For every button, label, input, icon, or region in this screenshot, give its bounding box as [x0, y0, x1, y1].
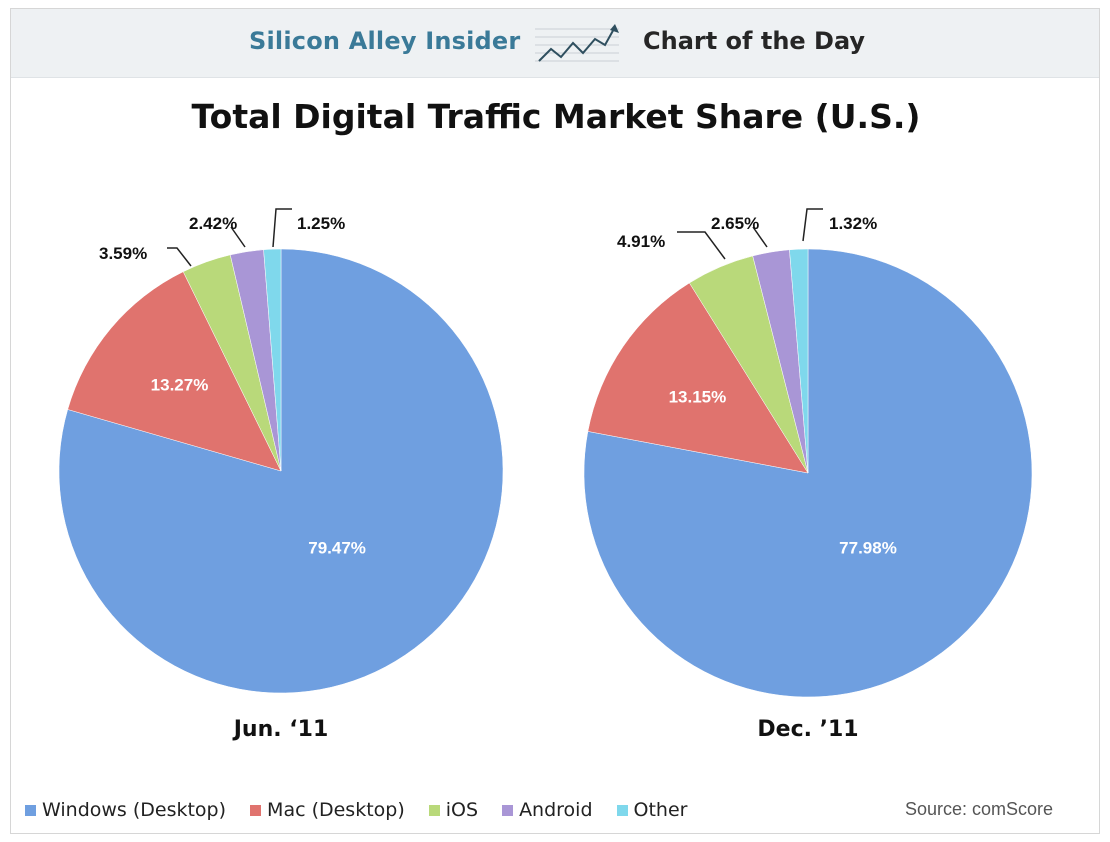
pie-1-slice-other — [789, 248, 809, 474]
legend-label: iOS — [445, 799, 479, 821]
pie-0-data-label-windows: 79.47% — [308, 539, 366, 558]
legend-swatch — [428, 804, 440, 816]
pie-0-slice-mac — [67, 271, 282, 472]
pie-1-data-label-windows: 77.98% — [839, 538, 897, 557]
pie-0-slice-other — [263, 248, 282, 472]
legend-item: iOS — [428, 799, 479, 821]
legend-item: Windows (Desktop) — [25, 799, 226, 821]
brand-name: Silicon Alley Insider — [249, 27, 521, 55]
trend-arrow-icon — [535, 24, 619, 62]
legend-swatch — [25, 804, 36, 816]
pie-0-leader-ios — [167, 247, 192, 267]
legend: Windows (Desktop) Mac (Desktop) iOS Android… — [25, 796, 711, 824]
pie-1-leader-android — [752, 226, 768, 248]
pie-0-data-label-ios: 3.59% — [99, 244, 147, 263]
pie-1-data-label-android: 2.65% — [711, 214, 759, 233]
legend-swatch — [250, 804, 262, 816]
legend-swatch — [616, 804, 628, 816]
legend-item: Android — [502, 799, 593, 821]
pie-1-data-label-mac: 13.15% — [669, 388, 727, 407]
pie-0-leader-android — [230, 226, 246, 248]
pie-1-leader-other — [802, 208, 823, 242]
pie-1-leader-ios — [677, 231, 726, 260]
pie-0-data-label-mac: 13.27% — [151, 376, 209, 395]
legend-label: Android — [519, 799, 593, 821]
chart-frame: Silicon Alley Insider Chart of the Day T… — [10, 8, 1100, 834]
legend-item: Mac (Desktop) — [250, 799, 405, 821]
pie-0-data-label-android: 2.42% — [189, 214, 237, 233]
pie-1-data-label-other: 1.32% — [829, 214, 877, 233]
pie-0-leader-other — [272, 208, 292, 248]
legend-label: Mac (Desktop) — [267, 799, 405, 821]
legend-item: Other — [616, 799, 688, 821]
pie-label-dec: Dec. ’11 — [757, 717, 859, 742]
legend-label: Other — [633, 799, 688, 821]
pie-1-data-label-ios: 4.91% — [617, 232, 665, 251]
legend-swatch — [502, 804, 514, 816]
pie-1-slice-mac — [587, 282, 809, 474]
pie-label-jun: Jun. ‘11 — [233, 717, 329, 742]
pie-0-slice-windows — [58, 248, 504, 694]
source-note: Source: comScore — [904, 799, 1053, 819]
section-title: Chart of the Day — [643, 27, 866, 55]
pie-charts: 79.47% 13.27% 3.59% 2.42% 1.25% 77.98% 13.15% 4… — [58, 208, 1033, 698]
header-bar: Silicon Alley Insider Chart of the Day — [11, 9, 1099, 78]
chart-title: Total Digital Traffic Market Share (U.S.… — [191, 97, 921, 136]
pie-0-data-label-other: 1.25% — [297, 214, 345, 233]
legend-label: Windows (Desktop) — [42, 799, 227, 821]
